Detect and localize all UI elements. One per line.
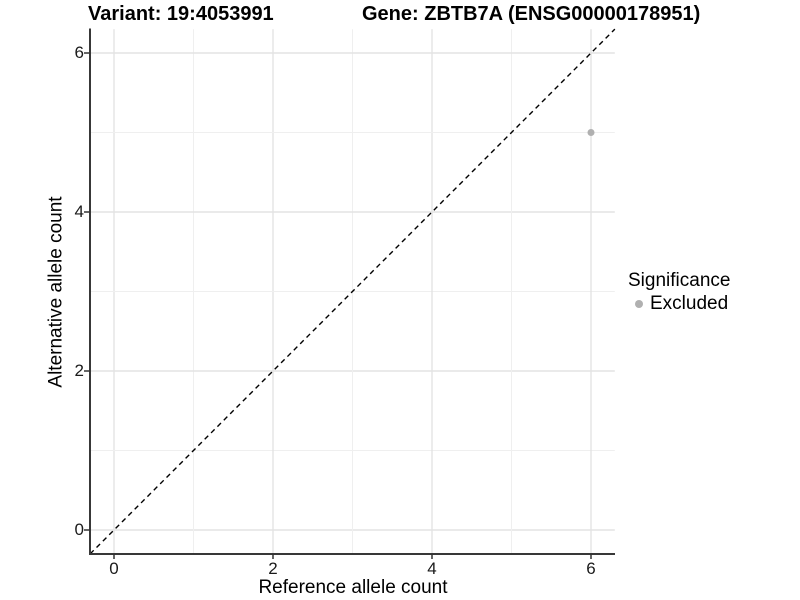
x-tick-label-0: 0 (109, 559, 119, 578)
x-axis-title: Reference allele count (258, 577, 448, 598)
legend-title: Significance (628, 270, 731, 291)
x-tick-marks (113, 554, 592, 559)
excluded-dot-icon (635, 300, 643, 308)
data-points (587, 129, 595, 136)
y-tick-label-4: 4 (74, 202, 84, 221)
y-tick-label-2: 2 (74, 361, 84, 380)
x-tick-label-6: 6 (586, 559, 596, 578)
plot-title-gene: Gene: ZBTB7A (ENSG00000178951) (362, 3, 701, 25)
identity-dashed-line (89, 28, 616, 555)
y-tick-label-6: 6 (74, 43, 84, 62)
data-point (587, 129, 595, 136)
legend-item-excluded: Excluded (628, 293, 730, 315)
y-axis-title: Alternative allele count (45, 196, 67, 388)
gridlines (90, 29, 615, 554)
y-tick-marks (84, 52, 90, 531)
x-tick-label-4: 4 (427, 559, 437, 578)
x-tick-label-2: 2 (268, 559, 278, 578)
plot-title-variant: Variant: 19:4053991 (88, 3, 274, 25)
axis-lines (89, 28, 615, 555)
y-tick-label-0: 0 (74, 520, 84, 539)
legend-item-label: Excluded (650, 293, 729, 314)
legend: Significance Excluded (628, 271, 730, 315)
